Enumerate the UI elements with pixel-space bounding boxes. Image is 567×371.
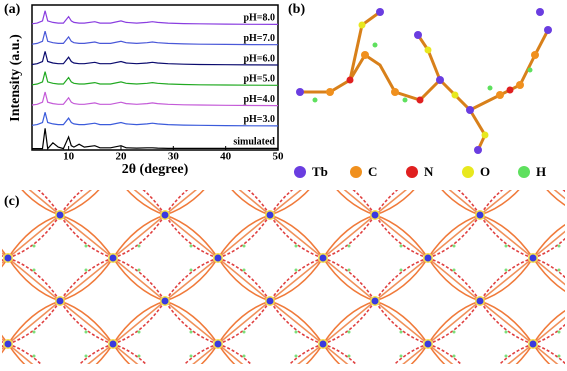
atoms [296, 8, 552, 154]
x-tick-label: 40 [220, 151, 232, 163]
legend-label: C [368, 164, 377, 179]
series-line [31, 91, 279, 107]
x-tick-label: 10 [63, 151, 75, 163]
series-label: pH=4.0 [243, 94, 275, 105]
series-line [31, 112, 279, 127]
series-label: pH=6.0 [243, 53, 275, 64]
series-line [31, 30, 279, 46]
legend-label: Tb [312, 164, 328, 179]
series-label: simulated [233, 137, 275, 148]
legend-swatch [406, 166, 418, 178]
legend-swatch [294, 166, 306, 178]
plot-frame [31, 4, 279, 151]
series-label: pH=5.0 [243, 74, 275, 85]
x-tick-label: 30 [168, 151, 180, 163]
series-label: pH=3.0 [243, 114, 275, 125]
series-line [31, 71, 279, 86]
legend-swatch [350, 166, 362, 178]
panel-label: (c) [4, 194, 20, 209]
series-label: pH=7.0 [243, 33, 275, 44]
x-tick-label: 50 [273, 151, 285, 163]
legend-swatch [462, 166, 474, 178]
legend-swatch [518, 166, 530, 178]
molecule [296, 8, 552, 154]
series-line [31, 10, 279, 25]
crystal-lattice [2, 190, 565, 364]
legend-label: N [424, 164, 434, 179]
panel-label: (b) [288, 2, 305, 17]
series-line [32, 128, 278, 150]
legend-label: H [536, 164, 546, 179]
legend-label: O [480, 164, 490, 179]
series-line [31, 51, 279, 66]
panel-label: (a) [4, 2, 21, 17]
series-label: pH=8.0 [243, 13, 275, 24]
x-axis-label: 2θ (degree) [122, 162, 189, 177]
x-tick-label: 20 [115, 151, 127, 163]
y-axis-label: Intensity (a.u.) [8, 34, 23, 122]
